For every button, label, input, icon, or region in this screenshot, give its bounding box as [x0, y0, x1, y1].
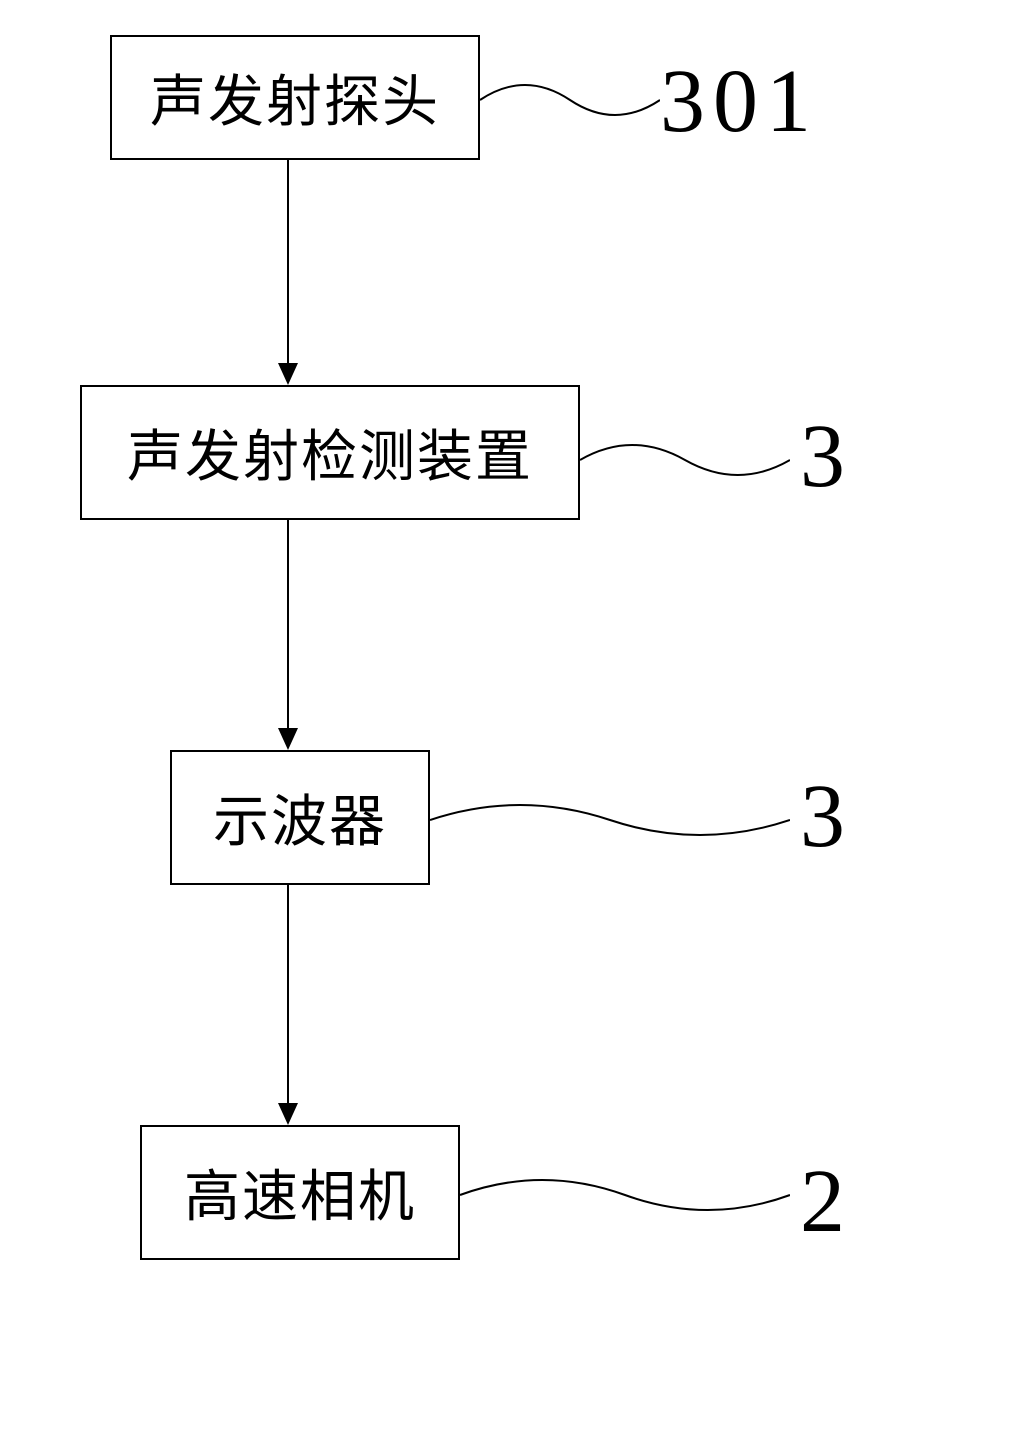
arrow-2-head: [278, 728, 298, 750]
arrow-2-line: [287, 520, 289, 728]
connector-curve-1: [480, 60, 660, 140]
arrow-1-line: [287, 160, 289, 363]
arrow-3-head: [278, 1103, 298, 1125]
connector-curve-4: [460, 1155, 790, 1235]
node-acoustic-emission-probe: 声发射探头: [110, 35, 480, 160]
node-label: 声发射检测装置: [127, 412, 533, 493]
node-label: 声发射探头: [150, 57, 440, 138]
connector-curve-2: [580, 420, 790, 500]
ref-label-2: 2: [800, 1150, 853, 1253]
arrow-3-line: [287, 885, 289, 1103]
node-oscilloscope: 示波器: [170, 750, 430, 885]
connector-curve-3: [430, 780, 790, 860]
arrow-1-head: [278, 363, 298, 385]
ref-label-301: 301: [660, 50, 819, 153]
ref-label-3b: 3: [800, 765, 853, 868]
node-label: 高速相机: [184, 1152, 416, 1233]
ref-label-3a: 3: [800, 405, 853, 508]
node-high-speed-camera: 高速相机: [140, 1125, 460, 1260]
node-acoustic-emission-detection: 声发射检测装置: [80, 385, 580, 520]
node-label: 示波器: [213, 777, 387, 858]
